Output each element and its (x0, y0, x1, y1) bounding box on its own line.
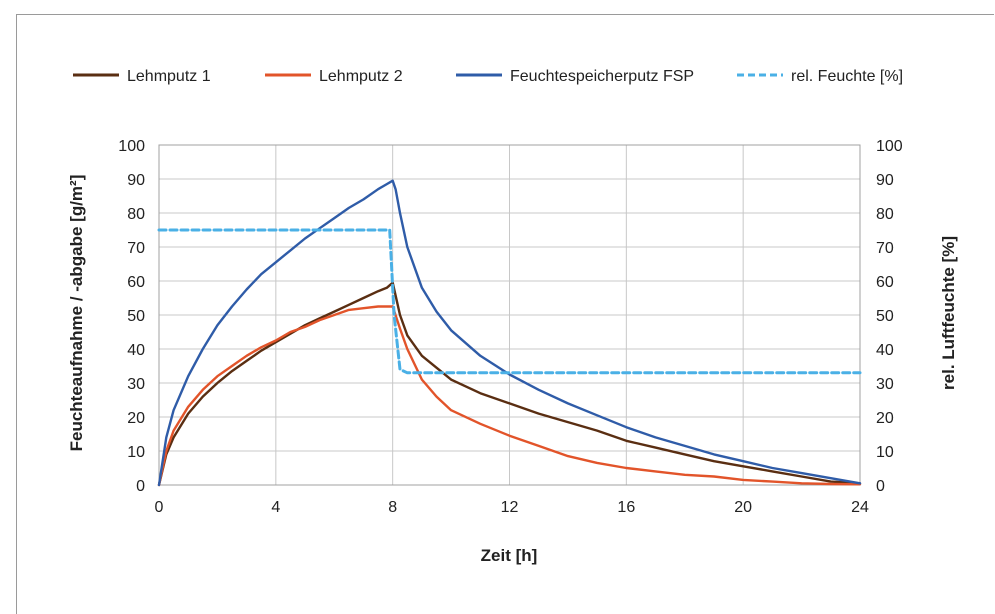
y-tick-label: 40 (127, 342, 145, 359)
plot-border (158, 144, 861, 486)
legend-label-4: rel. Feuchte [%] (791, 68, 903, 85)
x-tick-label: 16 (617, 499, 635, 516)
x-axis-title: Zeit [h] (481, 546, 538, 565)
y2-tick-label: 50 (876, 308, 894, 325)
y2-tick-label: 40 (876, 342, 894, 359)
x-tick-label: 12 (501, 499, 519, 516)
y-tick-label: 0 (136, 478, 145, 495)
y2-tick-label: 70 (876, 240, 894, 257)
y2-tick-label: 90 (876, 172, 894, 189)
x-tick-label: 4 (271, 499, 280, 516)
y2-tick-label: 80 (876, 206, 894, 223)
x-tick-label: 20 (734, 499, 752, 516)
y-tick-label: 80 (127, 206, 145, 223)
series-lines (157, 179, 862, 487)
chart-frame (16, 14, 994, 614)
x-tick-label: 0 (155, 499, 164, 516)
y2-axis-title: rel. Luftfeuchte [%] (939, 236, 958, 390)
y-tick-label: 20 (127, 410, 145, 427)
legend-label-1: Lehmputz 1 (127, 68, 211, 85)
series-line-3 (157, 179, 862, 487)
series-line-2 (157, 305, 862, 487)
grid (158, 144, 861, 486)
series-line-1 (157, 281, 862, 487)
y-tick-label: 10 (127, 444, 145, 461)
y-tick-label: 100 (118, 138, 145, 155)
legend-label-3: Feuchtespeicherputz FSP (510, 68, 694, 85)
y2-tick-label: 60 (876, 274, 894, 291)
y2-tick-label: 20 (876, 410, 894, 427)
y2-tick-label: 100 (876, 138, 903, 155)
y-tick-label: 50 (127, 308, 145, 325)
y2-tick-label: 0 (876, 478, 885, 495)
plot-area (158, 144, 861, 486)
x-tick-label: 24 (851, 499, 869, 516)
y-axis-title: Feuchteaufnahme / -abgabe [g/m²] (67, 175, 86, 452)
y-tick-label: 70 (127, 240, 145, 257)
legend-label-2: Lehmputz 2 (319, 68, 403, 85)
y2-tick-label: 30 (876, 376, 894, 393)
y2-tick-label: 10 (876, 444, 894, 461)
y-tick-label: 30 (127, 376, 145, 393)
legend: Lehmputz 1 Lehmputz 2 Feuchtespeicherputz … (73, 68, 903, 85)
y-tick-label: 60 (127, 274, 145, 291)
x-tick-label: 8 (388, 499, 397, 516)
series-line-4 (157, 228, 862, 375)
y-tick-label: 90 (127, 172, 145, 189)
